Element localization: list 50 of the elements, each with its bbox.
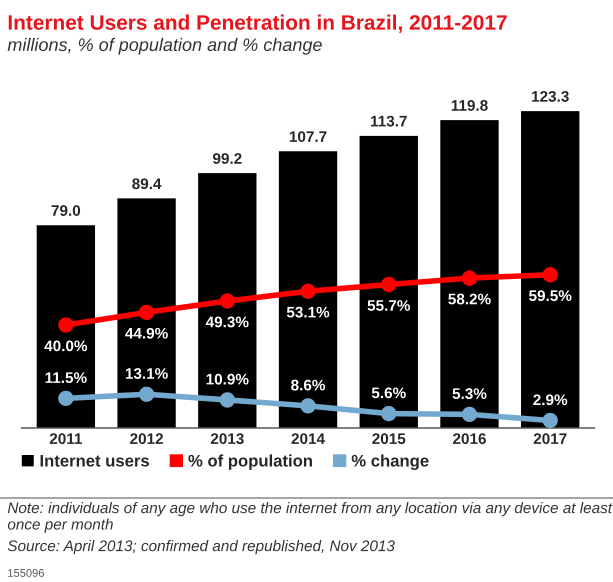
data-label: 99.2 — [212, 153, 242, 164]
x-tick-label: 2016 — [453, 433, 486, 444]
data-label: 59.5% — [529, 290, 572, 302]
point — [542, 412, 558, 428]
x-tick-label: 2014 — [292, 433, 325, 444]
data-label: 123.3 — [532, 91, 569, 102]
data-label: 119.8 — [452, 100, 488, 111]
point — [58, 317, 74, 333]
point — [220, 392, 235, 408]
data-label: 44.9% — [125, 328, 168, 339]
data-label: 11.5% — [46, 372, 87, 384]
point — [462, 406, 478, 422]
chart-title: Internet Users and Penetration in Brazil, 2011-2017 — [8, 14, 507, 33]
x-tick-label: 2011 — [50, 433, 82, 444]
legend-label: % of population — [188, 454, 312, 470]
data-label: 5.6% — [372, 387, 406, 398]
data-label: 13.1% — [126, 368, 168, 379]
data-label: 10.9% — [206, 374, 249, 385]
data-label: 79.0 — [52, 205, 80, 216]
point — [300, 284, 316, 299]
point — [300, 398, 316, 414]
data-label: 58.2% — [448, 294, 491, 304]
x-tick-label: 2017 — [534, 433, 567, 444]
text: 155096 — [8, 569, 44, 577]
x-tick-label: 2012 — [130, 433, 163, 444]
point — [381, 406, 396, 422]
data-label: 49.3% — [206, 316, 249, 328]
legend-label: % change — [352, 454, 429, 470]
text: Note: individuals of any age who use the internet from any location via any device at least once per month — [8, 502, 613, 533]
data-label: 55.7% — [368, 300, 410, 311]
data-label: 8.6% — [291, 380, 326, 391]
point — [381, 276, 396, 292]
point — [462, 270, 478, 286]
data-label: 2.9% — [533, 394, 568, 406]
data-label: 53.1% — [286, 306, 330, 318]
data-label: 40.0% — [44, 340, 88, 352]
point — [542, 267, 558, 282]
data-label: 107.7 — [290, 131, 326, 142]
point — [58, 390, 74, 406]
data-label: 5.3% — [452, 388, 486, 400]
point — [220, 293, 235, 309]
legend-label: Internet users — [40, 455, 149, 467]
chart-subtitle: millions, % of population and % change — [8, 38, 322, 55]
point — [138, 386, 154, 402]
data-label: 113.7 — [371, 116, 407, 127]
data-label: 89.4 — [132, 178, 162, 190]
point — [138, 304, 154, 320]
x-tick-label: 2015 — [372, 433, 406, 444]
x-tick-label: 2013 — [210, 433, 244, 444]
source-note: Source: April 2013; confirmed and republished, Nov 2013 — [8, 540, 395, 554]
